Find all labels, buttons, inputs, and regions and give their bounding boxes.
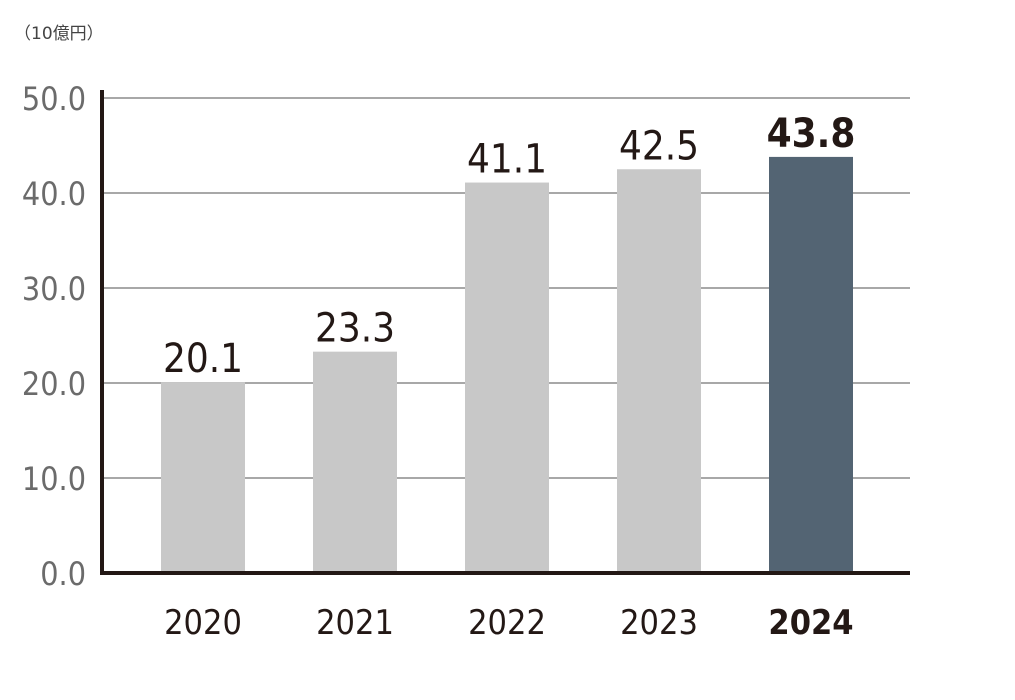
value-label-2024: 43.8 xyxy=(767,111,856,157)
y-tick-50: 50.0 xyxy=(22,80,86,118)
x-tick-2022: 2022 xyxy=(468,603,546,643)
x-tick-2023: 2023 xyxy=(620,603,698,643)
bar-2023 xyxy=(617,169,701,573)
y-tick-0: 0.0 xyxy=(40,555,86,593)
bar-2022 xyxy=(465,182,549,574)
bars xyxy=(161,156,853,574)
value-label-2021: 23.3 xyxy=(315,306,395,352)
bar-2021 xyxy=(313,351,397,573)
bar-2024 xyxy=(769,156,853,573)
value-label-2022: 41.1 xyxy=(467,137,547,183)
y-tick-10: 10.0 xyxy=(22,460,86,498)
x-tick-2021: 2021 xyxy=(316,603,394,643)
bar-2020 xyxy=(161,382,245,573)
y-tick-20: 20.0 xyxy=(22,365,86,403)
y-tick-labels: 0.0 10.0 20.0 30.0 40.0 50.0 xyxy=(22,80,86,593)
axes xyxy=(100,90,910,575)
x-tick-labels: 2020 2021 2022 2023 2024 xyxy=(164,603,853,643)
value-labels: 20.1 23.3 41.1 42.5 43.8 xyxy=(163,111,855,382)
x-tick-2024: 2024 xyxy=(768,603,853,643)
value-label-2020: 20.1 xyxy=(163,336,243,382)
y-tick-40: 40.0 xyxy=(22,175,86,213)
value-label-2023: 42.5 xyxy=(619,123,699,169)
unit-label: （10億円） xyxy=(14,24,104,44)
x-tick-2020: 2020 xyxy=(164,603,242,643)
y-tick-30: 30.0 xyxy=(22,270,86,308)
